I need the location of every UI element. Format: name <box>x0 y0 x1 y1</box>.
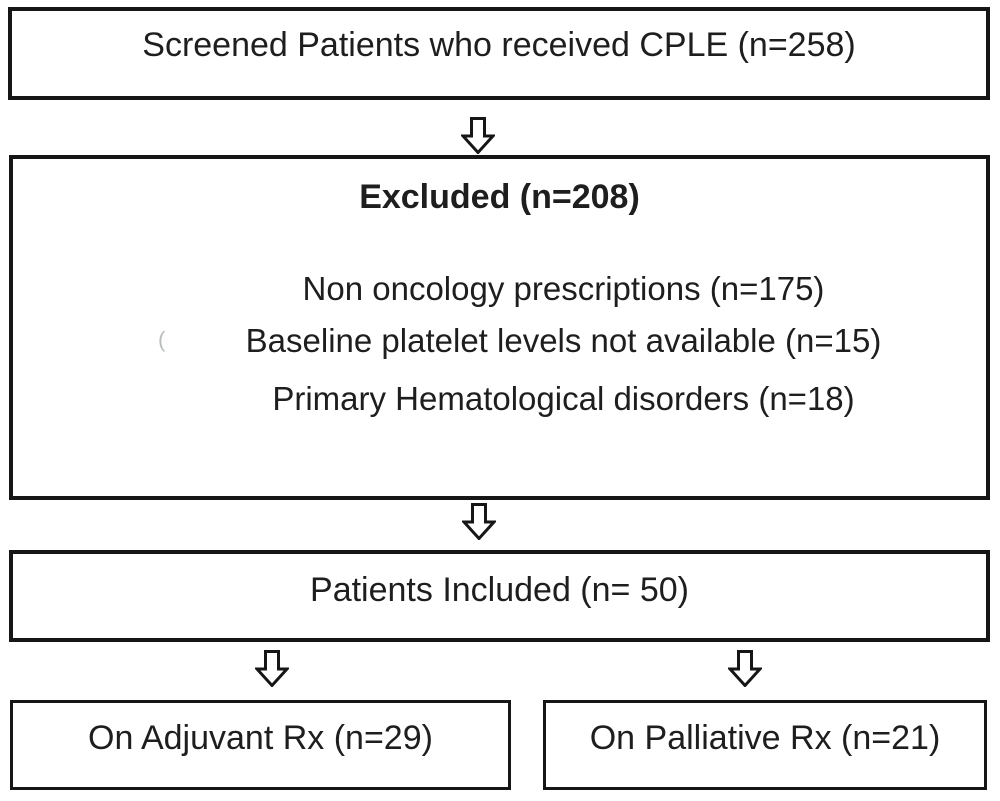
excluded-box <box>9 155 990 500</box>
excluded-title: Excluded (n=208) <box>359 178 640 216</box>
adjuvant-box <box>10 700 511 790</box>
scan-artifact-mark: ( <box>158 327 166 352</box>
down-arrow-icon-included-to-palliative <box>728 650 762 687</box>
adjuvant-label: On Adjuvant Rx (n=29) <box>88 719 433 757</box>
palliative-box <box>543 700 987 790</box>
screened-patients-box <box>8 7 990 100</box>
excluded-item-baseline-platelet: Baseline platelet levels not available (… <box>245 322 882 359</box>
patients-included-box <box>9 550 990 642</box>
excluded-item-primary-hematological: Primary Hematological disorders (n=18) <box>272 380 855 417</box>
screened-patients-label: Screened Patients who received CPLE (n=2… <box>142 26 856 64</box>
down-arrow-icon-excluded-to-included <box>462 503 496 540</box>
patients-included-label: Patients Included (n= 50) <box>310 571 689 609</box>
palliative-label: On Palliative Rx (n=21) <box>589 719 941 757</box>
excluded-item-non-oncology: Non oncology prescriptions (n=175) <box>302 270 825 307</box>
down-arrow-icon-screened-to-excluded <box>461 117 495 154</box>
down-arrow-icon-included-to-adjuvant <box>255 650 289 687</box>
